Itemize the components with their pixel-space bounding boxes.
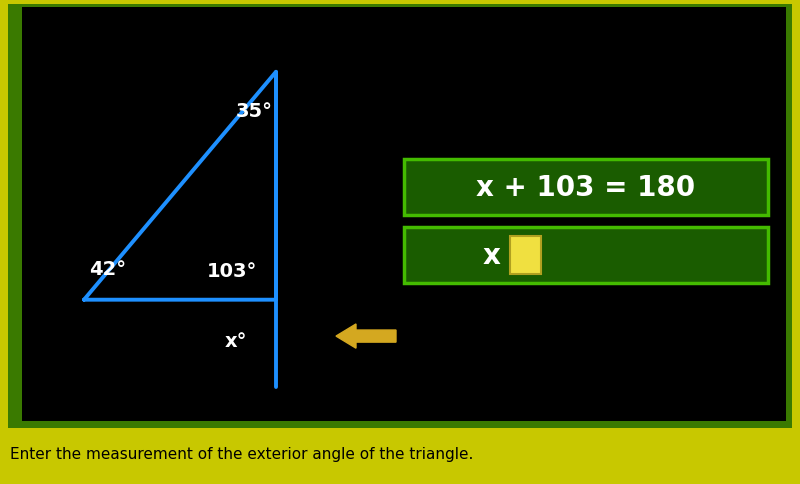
Text: 35°: 35° [236, 102, 273, 121]
Text: x°: x° [225, 332, 247, 351]
Text: 103°: 103° [207, 261, 257, 281]
FancyArrow shape [336, 324, 396, 348]
Text: x + 103 = 180: x + 103 = 180 [477, 174, 695, 201]
FancyBboxPatch shape [510, 237, 541, 274]
Text: Enter the measurement of the exterior angle of the triangle.: Enter the measurement of the exterior an… [10, 447, 473, 461]
Text: x =: x = [483, 242, 543, 269]
FancyBboxPatch shape [404, 160, 768, 215]
Text: 42°: 42° [90, 259, 126, 278]
FancyBboxPatch shape [22, 8, 786, 421]
FancyBboxPatch shape [404, 227, 768, 283]
FancyBboxPatch shape [8, 5, 792, 428]
